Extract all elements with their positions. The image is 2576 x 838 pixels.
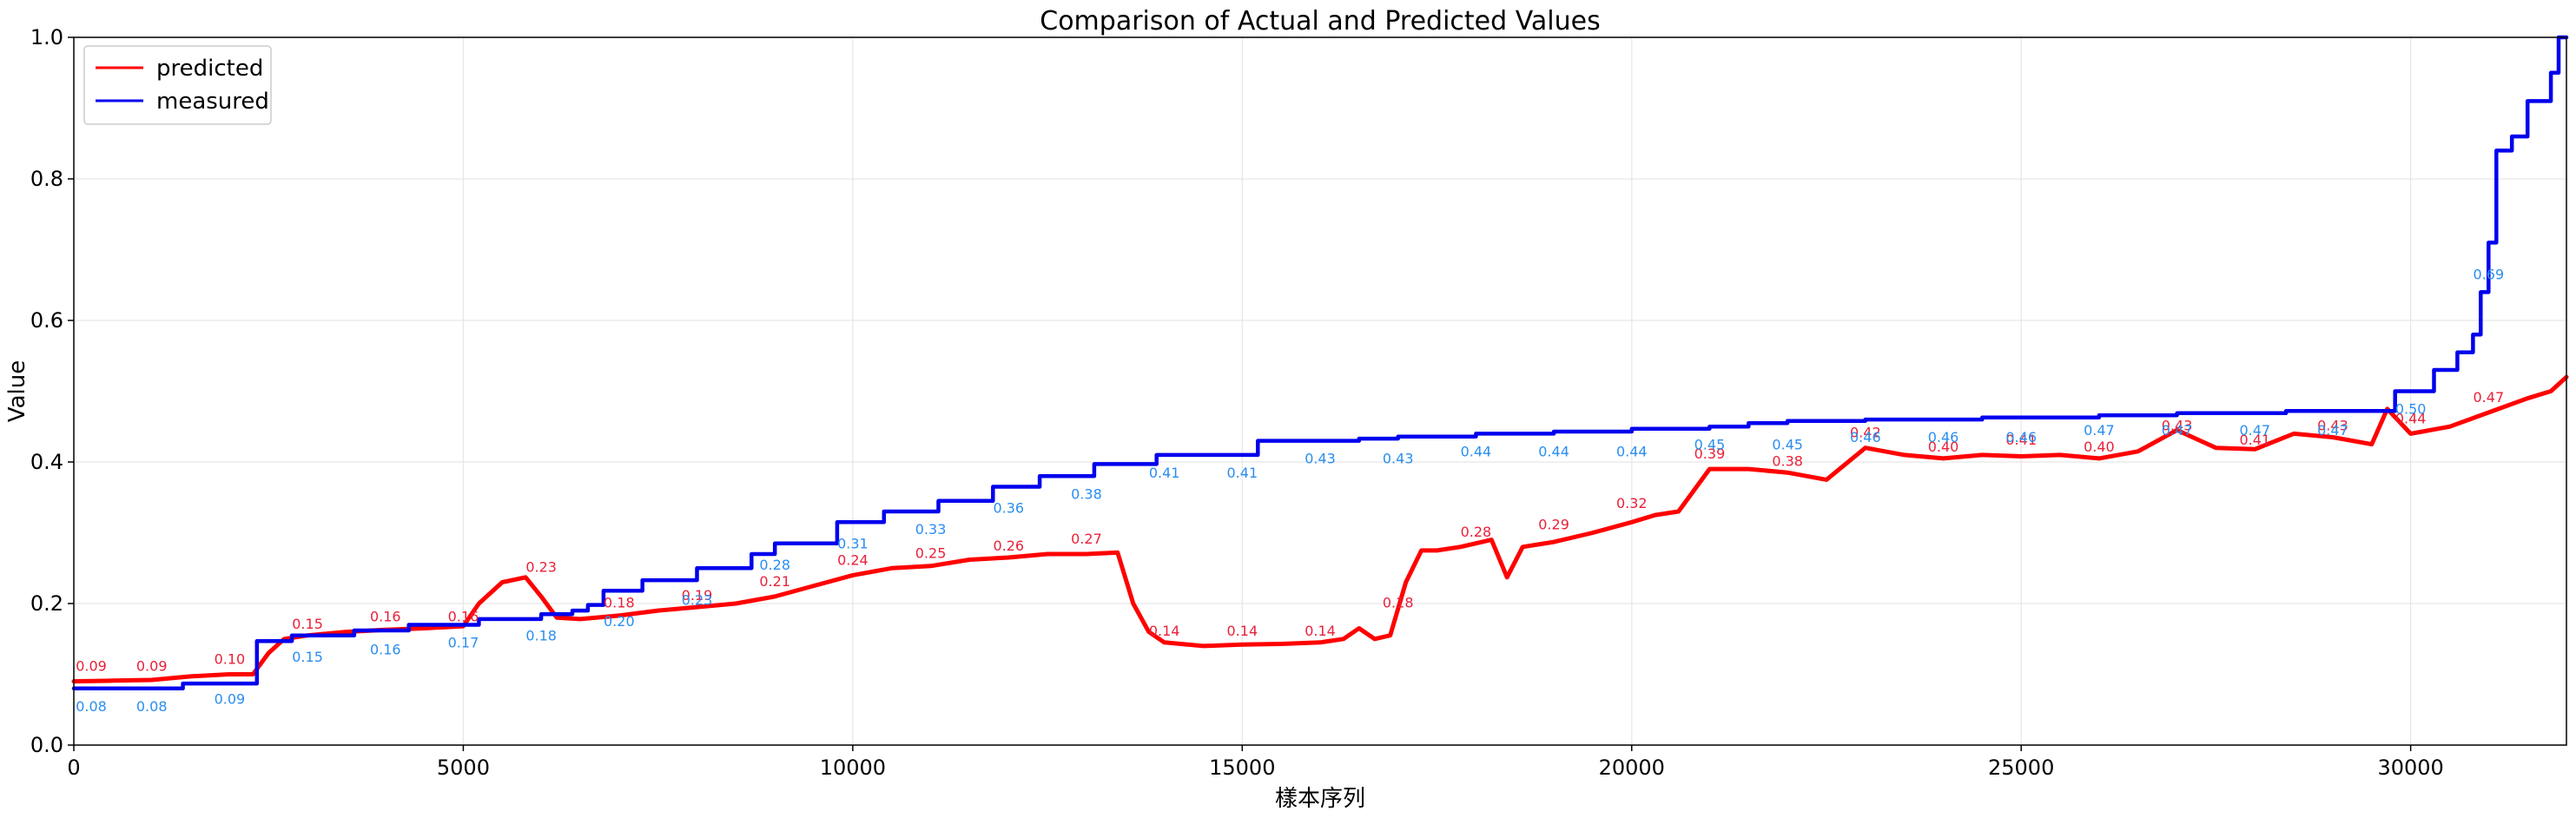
data-label-measured: 0.08 xyxy=(76,698,107,715)
data-label-measured: 0.17 xyxy=(448,634,479,650)
data-label-predicted: 0.39 xyxy=(1694,445,1726,462)
data-label-predicted: 0.14 xyxy=(1227,623,1258,639)
data-label-predicted: 0.41 xyxy=(2005,432,2037,448)
data-label-measured: 0.43 xyxy=(1383,451,1414,467)
axis-ticks: 0 5000 10000 15000 20000 25000 300000.00.20.40… xyxy=(30,25,2444,780)
data-label-predicted: 0.15 xyxy=(292,616,323,632)
data-label-predicted: 0.44 xyxy=(2395,410,2427,426)
x-tick-label: 25000 xyxy=(1988,756,2054,780)
x-tick-label: 10000 xyxy=(820,756,886,780)
data-label-predicted: 0.19 xyxy=(682,587,713,604)
data-label-predicted: 0.16 xyxy=(448,609,479,625)
data-label-predicted: 0.29 xyxy=(1538,517,1569,533)
data-label-predicted: 0.41 xyxy=(2239,432,2270,448)
data-label-predicted: 0.10 xyxy=(215,651,246,668)
data-label-predicted: 0.43 xyxy=(2317,418,2348,434)
legend[interactable]: predicted measured xyxy=(83,45,272,125)
data-label-measured: 0.36 xyxy=(993,500,1024,517)
data-label-measured: 0.47 xyxy=(2317,422,2348,439)
data-label-predicted: 0.09 xyxy=(136,658,168,675)
plot-frame xyxy=(73,36,2567,746)
data-label-measured: 0.43 xyxy=(1305,451,1336,467)
data-label-predicted: 0.14 xyxy=(1149,623,1180,639)
data-label-measured: 0.47 xyxy=(2084,422,2115,439)
data-label-predicted: 0.40 xyxy=(1928,439,1959,455)
data-label-measured: 0.08 xyxy=(136,698,168,715)
data-label-predicted: 0.09 xyxy=(76,658,107,675)
legend-label-predicted: predicted xyxy=(156,56,263,82)
data-label-predicted: 0.25 xyxy=(915,544,947,561)
series-line-measured xyxy=(71,35,2569,691)
data-label-measured: 0.20 xyxy=(604,613,635,630)
x-tick-label: 5000 xyxy=(437,756,490,780)
data-label-measured: 0.16 xyxy=(370,642,401,658)
x-axis-title: 樣本序列 xyxy=(1275,786,1365,812)
y-tick-label: 0.4 xyxy=(30,450,63,474)
data-label-measured: 0.50 xyxy=(2395,401,2427,418)
data-label-measured: 0.45 xyxy=(1772,436,1803,452)
data-label-measured: 0.41 xyxy=(1227,465,1258,481)
data-label-measured: 0.15 xyxy=(292,649,323,665)
y-axis-title: Value xyxy=(4,360,30,422)
data-label-measured: 0.31 xyxy=(837,535,869,551)
data-label-measured: 0.44 xyxy=(1461,443,1492,459)
y-tick-label: 0.6 xyxy=(30,308,63,333)
series-layer xyxy=(71,35,2569,691)
data-label-measured: 0.09 xyxy=(215,691,246,708)
series-line-predicted xyxy=(71,374,2569,684)
chart-title: Comparison of Actual and Predicted Value… xyxy=(1040,6,1600,36)
x-tick-label: 20000 xyxy=(1599,756,1665,780)
data-label-predicted: 0.40 xyxy=(2084,439,2115,455)
data-label-predicted: 0.47 xyxy=(2474,389,2505,406)
data-label-measured: 0.33 xyxy=(915,521,947,538)
data-label-measured: 0.46 xyxy=(1850,429,1881,445)
data-label-predicted: 0.32 xyxy=(1616,495,1648,511)
data-label-measured: 0.46 xyxy=(2005,429,2037,445)
legend-label-measured: measured xyxy=(156,89,269,115)
data-label-measured: 0.41 xyxy=(1149,465,1180,481)
y-tick-label: 1.0 xyxy=(30,25,63,49)
data-label-measured: 0.47 xyxy=(2239,422,2270,439)
data-label-measured: 0.44 xyxy=(1616,443,1648,459)
data-label-predicted: 0.16 xyxy=(370,609,401,625)
data-labels: 0.09 0.09 0.10 0.15 0.16 0.16 0.23 0.18 0.19 0.21… xyxy=(76,267,2504,715)
data-label-predicted: 0.27 xyxy=(1071,531,1102,547)
data-label-predicted: 0.18 xyxy=(1383,594,1414,610)
data-label-measured: 0.45 xyxy=(1694,436,1726,452)
data-label-predicted: 0.18 xyxy=(604,594,635,610)
y-tick-label: 0.8 xyxy=(30,167,63,191)
data-label-predicted: 0.21 xyxy=(759,573,790,590)
data-label-measured: 0.47 xyxy=(2162,422,2193,439)
data-label-measured: 0.18 xyxy=(525,627,557,643)
data-label-predicted: 0.23 xyxy=(525,559,557,576)
data-label-measured: 0.23 xyxy=(682,592,713,609)
data-label-predicted: 0.14 xyxy=(1305,623,1336,639)
data-label-predicted: 0.42 xyxy=(1850,425,1881,441)
y-tick-label: 0.2 xyxy=(30,591,63,616)
data-label-predicted: 0.24 xyxy=(837,551,869,568)
legend-box xyxy=(83,45,272,125)
data-label-measured: 0.46 xyxy=(1928,429,1959,445)
data-label-measured: 0.38 xyxy=(1071,485,1102,502)
data-label-predicted: 0.28 xyxy=(1461,524,1492,540)
data-label-predicted: 0.38 xyxy=(1772,452,1803,469)
data-label-measured: 0.28 xyxy=(759,557,790,573)
x-tick-label: 15000 xyxy=(1209,756,1275,780)
data-label-measured: 0.44 xyxy=(1538,443,1569,459)
x-tick-label: 0 xyxy=(67,756,80,780)
x-tick-label: 30000 xyxy=(2377,756,2443,780)
data-label-predicted: 0.26 xyxy=(993,538,1024,554)
data-label-predicted: 0.43 xyxy=(2162,418,2193,434)
y-tick-label: 0.0 xyxy=(30,733,63,757)
data-label-measured: 0.69 xyxy=(2474,267,2505,283)
